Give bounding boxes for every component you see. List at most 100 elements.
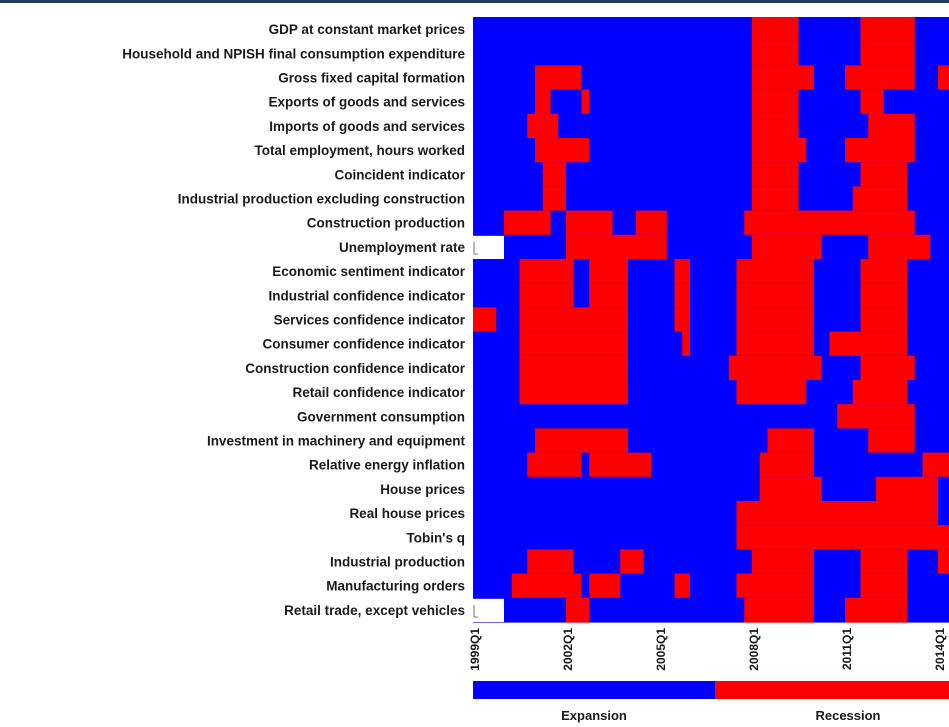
recession-cell-house-prices-1 [876, 476, 938, 502]
x-tick-labels: 1999Q12002Q12005Q12008Q12011Q12014Q12017… [468, 628, 947, 671]
recession-cell-retail-confidence-indicator-1 [736, 380, 807, 405]
recession-cell-coincident-indicator-1 [752, 162, 799, 187]
recession-cell-government-consumption-0 [837, 404, 915, 429]
row-bg-house-prices [473, 476, 949, 502]
recession-cell-retail-confidence-indicator-0 [519, 380, 628, 405]
recession-cell-industrial-confidence-indicator-3 [736, 283, 814, 308]
recession-cell-industrial-production-4 [938, 549, 949, 575]
recession-cell-household-and-npish-final-consumption-expenditure-0 [752, 41, 799, 66]
recession-cell-industrial-production-2 [752, 549, 814, 575]
row-label-household-and-npish-final-consumption-expenditure: Household and NPISH final consumption ex… [122, 46, 465, 61]
x-tick-2002q1: 2002Q1 [561, 628, 575, 671]
x-tick-2014q1: 2014Q1 [933, 628, 947, 671]
recession-cell-exports-of-goods-and-services-1 [581, 89, 590, 115]
recession-cell-services-confidence-indicator-3 [736, 307, 814, 333]
row-label-retail-confidence-indicator: Retail confidence indicator [292, 385, 465, 400]
recession-cell-house-prices-0 [759, 476, 822, 502]
recession-cell-retail-trade-except-vehicles-1 [744, 597, 814, 623]
recession-cell-industrial-confidence-indicator-0 [519, 283, 574, 308]
recession-cell-industrial-confidence-indicator-4 [860, 283, 907, 308]
row-label-imports-of-goods-and-services: Imports of goods and services [269, 119, 465, 134]
row-label-exports-of-goods-and-services: Exports of goods and services [268, 95, 465, 110]
recession-cell-investment-in-machinery-and-equipment-0 [535, 428, 628, 454]
recession-cell-gross-fixed-capital-formation-2 [845, 65, 915, 91]
missing-cell-retail-trade-except-vehicles-0 [473, 598, 504, 622]
recession-cell-construction-production-0 [504, 210, 551, 236]
recession-cell-manufacturing-orders-2 [674, 573, 690, 599]
row-label-gdp-at-constant-market-prices: GDP at constant market prices [269, 22, 465, 37]
x-tick-2008q1: 2008Q1 [747, 628, 761, 671]
recession-cell-total-employment-hours-worked-0 [535, 138, 590, 163]
top-border [0, 0, 949, 3]
row-label-coincident-indicator: Coincident indicator [334, 167, 465, 182]
recession-cell-consumer-confidence-indicator-2 [736, 331, 814, 357]
recession-cell-coincident-indicator-2 [860, 162, 907, 187]
recession-cell-gross-fixed-capital-formation-1 [752, 65, 814, 91]
recession-cell-unemployment-rate-0 [566, 234, 667, 260]
recession-cell-relative-energy-inflation-4 [922, 452, 949, 478]
recession-cell-retail-trade-except-vehicles-0 [566, 597, 590, 623]
recession-cell-relative-energy-inflation-3 [759, 452, 814, 478]
recession-cell-services-confidence-indicator-1 [519, 307, 628, 333]
recession-cell-construction-production-1 [566, 210, 613, 236]
x-tick-2005q1: 2005Q1 [654, 628, 668, 671]
recession-cell-services-confidence-indicator-2 [674, 307, 690, 333]
recession-cell-manufacturing-orders-3 [736, 573, 814, 599]
legend-label-recession: Recession [815, 708, 880, 723]
recession-cell-construction-confidence-indicator-2 [860, 355, 915, 381]
row-label-construction-confidence-indicator: Construction confidence indicator [245, 361, 466, 376]
recession-cell-gdp-at-constant-market-prices-1 [860, 17, 915, 42]
recession-cell-industrial-production-excluding-construction-0 [542, 186, 566, 212]
recession-cell-relative-energy-inflation-1 [589, 452, 628, 478]
row-label-unemployment-rate: Unemployment rate [339, 240, 466, 255]
recession-cell-consumer-confidence-indicator-3 [829, 331, 907, 357]
recession-cell-economic-sentiment-indicator-1 [589, 259, 628, 284]
recession-cell-services-confidence-indicator-0 [473, 307, 497, 333]
missing-marker-unemployment-rate-0 [473, 241, 478, 255]
row-label-consumer-confidence-indicator: Consumer confidence indicator [262, 337, 465, 352]
recession-cell-exports-of-goods-and-services-3 [860, 89, 884, 115]
recession-cell-unemployment-rate-2 [868, 234, 931, 260]
recession-cell-exports-of-goods-and-services-0 [535, 89, 551, 115]
legend-swatch-expansion [473, 681, 715, 699]
recession-cell-coincident-indicator-0 [542, 162, 566, 187]
recession-cell-household-and-npish-final-consumption-expenditure-1 [860, 41, 915, 66]
recession-cell-construction-production-3 [744, 210, 915, 236]
recession-cell-consumer-confidence-indicator-1 [682, 331, 690, 357]
row-label-real-house-prices: Real house prices [349, 506, 465, 521]
recession-cell-consumer-confidence-indicator-0 [519, 331, 628, 357]
recession-cell-retail-confidence-indicator-2 [852, 380, 907, 405]
row-label-industrial-production: Industrial production [330, 555, 465, 570]
heatmap-cells [473, 17, 949, 623]
row-labels: GDP at constant market prices Household a… [122, 22, 466, 618]
legend: Expansion Recession [473, 681, 949, 723]
row-label-house-prices: House prices [380, 482, 465, 497]
row-label-industrial-confidence-indicator: Industrial confidence indicator [268, 288, 465, 303]
row-label-gross-fixed-capital-formation: Gross fixed capital formation [278, 71, 465, 86]
recession-cell-industrial-production-3 [860, 549, 907, 575]
recession-cell-industrial-production-0 [527, 549, 574, 575]
recession-cell-construction-confidence-indicator-1 [728, 355, 822, 381]
missing-marker-retail-trade-except-vehicles-0 [473, 604, 478, 618]
row-label-economic-sentiment-indicator: Economic sentiment indicator [272, 264, 466, 279]
recession-cell-exports-of-goods-and-services-2 [752, 89, 799, 115]
row-label-tobin-s-q: Tobin's q [407, 530, 465, 545]
row-label-total-employment-hours-worked: Total employment, hours worked [254, 143, 465, 158]
row-label-industrial-production-excluding-construction: Industrial production excluding construc… [178, 192, 465, 207]
x-tick-2011q1: 2011Q1 [840, 628, 854, 670]
recession-cell-investment-in-machinery-and-equipment-1 [767, 428, 814, 454]
recession-cell-manufacturing-orders-0 [511, 573, 582, 599]
recession-cell-tobin-s-q-0 [736, 525, 949, 550]
recession-cell-relative-energy-inflation-0 [527, 452, 582, 478]
recession-cell-economic-sentiment-indicator-3 [736, 259, 814, 284]
recession-cell-unemployment-rate-1 [752, 234, 822, 260]
recession-cell-gdp-at-constant-market-prices-0 [752, 17, 799, 42]
recession-cell-industrial-production-excluding-construction-2 [852, 186, 907, 212]
legend-label-expansion: Expansion [561, 708, 627, 723]
recession-cell-relative-energy-inflation-2 [628, 452, 652, 478]
recession-cell-imports-of-goods-and-services-2 [868, 113, 915, 139]
row-label-construction-production: Construction production [307, 216, 465, 231]
recession-cell-imports-of-goods-and-services-0 [527, 113, 559, 139]
recession-cell-construction-production-2 [635, 210, 667, 236]
